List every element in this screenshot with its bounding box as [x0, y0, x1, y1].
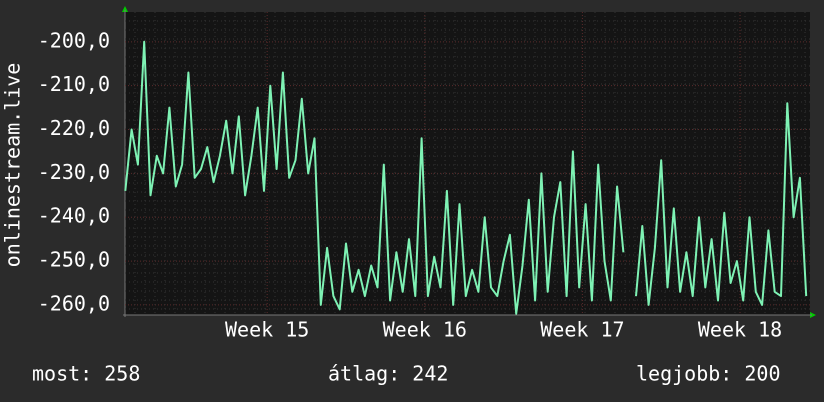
x-tick-label: Week 16: [383, 318, 467, 342]
x-tick-label: Week 18: [698, 318, 782, 342]
y-tick-label: -210,0: [38, 72, 110, 96]
y-tick-label: -230,0: [38, 160, 110, 184]
footer-stat: most: 258: [32, 362, 140, 386]
x-tick-label: Week 15: [225, 318, 309, 342]
data-line: [124, 40, 808, 315]
y-tick-label: -200,0: [38, 28, 110, 52]
y-tick-label: -250,0: [38, 248, 110, 272]
y-axis-label: onlinestream.live: [1, 63, 25, 268]
y-tick-label: -260,0: [38, 291, 110, 315]
y-tick-label: -240,0: [38, 204, 110, 228]
footer-stat: legjobb: 200: [636, 362, 781, 386]
footer-stat: átlag: 242: [328, 362, 448, 386]
y-tick-label: -220,0: [38, 116, 110, 140]
x-tick-label: Week 17: [540, 318, 624, 342]
